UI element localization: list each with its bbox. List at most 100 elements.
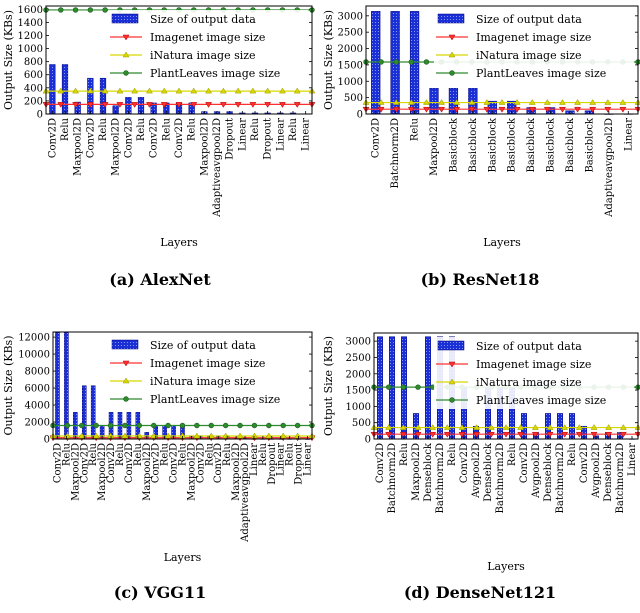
reference-line-marker (604, 99, 612, 105)
reference-line-marker (190, 102, 198, 108)
reference-line-marker (378, 59, 384, 65)
reference-line-marker (237, 422, 243, 429)
legend-marker (449, 397, 455, 403)
y-axis-label: Output Size (KBs) (2, 10, 15, 110)
y-tick-label: 0 (37, 110, 43, 121)
legend-marker (123, 70, 129, 76)
reference-line-marker (279, 87, 286, 94)
x-tick-label: Adaptiveavgpool2D (212, 118, 223, 218)
y-tick-label: 400 (24, 83, 43, 94)
reference-line-marker (175, 87, 183, 94)
x-tick-label: Basicblock (468, 117, 479, 172)
x-tick-label: Relu (115, 442, 126, 466)
x-tick-label: Denseblock (543, 442, 554, 502)
x-tick-label: Linear (275, 118, 286, 151)
legend-item: PlantLeaves image size (436, 394, 606, 407)
y-tick-label: 2500 (346, 353, 371, 364)
reference-line-marker (590, 431, 598, 438)
y-tick-label: 0 (365, 435, 371, 446)
y-tick-label: 1600 (18, 5, 43, 16)
x-tick-label: Denseblock (603, 442, 614, 502)
legend-item: Imagenet image size (436, 31, 591, 44)
bar (90, 385, 96, 440)
reference-line-marker (265, 432, 273, 439)
x-tick-label: Conv2D (375, 443, 386, 483)
reference-line-marker (72, 7, 79, 13)
reference-line-marker (264, 87, 272, 94)
bar (569, 413, 575, 440)
y-tick-label: 3000 (338, 11, 363, 22)
x-tick-label: Relu (447, 442, 458, 466)
reference-line-marker (473, 424, 481, 430)
x-tick-label: Dropout (267, 443, 278, 485)
reference-line-marker (414, 424, 422, 430)
y-tick-label: 10000 (18, 350, 50, 361)
reference-line-marker (92, 432, 100, 439)
reference-line-plantleaves (50, 422, 315, 429)
x-tick-label: Denseblock (423, 442, 434, 502)
reference-line-marker (487, 431, 495, 438)
legend-swatch (111, 339, 139, 350)
x-tick-label: Conv2D (213, 443, 224, 483)
x-tick-label: Maxpool2D (199, 118, 210, 176)
reference-line-marker (399, 424, 407, 430)
x-tick-label: Maxpool2D (429, 118, 440, 176)
reference-line-marker (423, 59, 430, 65)
legend-marker (122, 51, 130, 58)
reference-line-marker (293, 102, 301, 108)
x-tick-label: Relu (258, 442, 269, 466)
reference-line-marker (377, 106, 385, 113)
reference-line-marker (164, 432, 172, 439)
reference-line-marker (531, 424, 539, 430)
reference-line-marker (264, 102, 272, 108)
reference-line-marker (160, 87, 168, 94)
reference-line-marker (165, 422, 171, 429)
y-tick-label: 0 (44, 435, 50, 446)
x-tick-label: Basicblock (546, 117, 557, 172)
reference-line-marker (575, 431, 583, 438)
reference-line-marker (408, 59, 415, 65)
x-tick-label: Basicblock (507, 117, 518, 172)
reference-line-marker (179, 422, 186, 429)
x-tick-label: Avgpool2D (591, 443, 602, 499)
reference-line-marker (619, 424, 627, 430)
reference-line-marker (131, 102, 139, 108)
reference-line-marker (279, 102, 286, 108)
reference-line-marker (453, 106, 461, 113)
x-tick-label: Conv2D (459, 443, 470, 483)
x-tick-label: Batchnorm2D (555, 443, 566, 513)
reference-line-inatura (370, 424, 640, 430)
reference-line-marker (249, 87, 257, 94)
reference-line-imagenet (42, 102, 316, 108)
reference-line-marker (280, 422, 286, 429)
reference-line-marker (487, 424, 495, 430)
x-tick-label: Batchnorm2D (390, 118, 401, 188)
y-tick-label: 600 (24, 70, 43, 81)
resnet18-caption: (b) ResNet18 (420, 270, 540, 289)
x-tick-label: Conv2D (174, 118, 185, 158)
y-tick-label: 500 (352, 418, 371, 429)
reference-line-marker (377, 99, 385, 105)
x-tick-label: Linear (623, 118, 634, 151)
x-tick-label: Conv2D (79, 443, 90, 483)
y-tick-label: 8000 (25, 367, 50, 378)
legend-item: iNatura image size (436, 376, 582, 389)
x-axis-label: Layers (487, 560, 525, 573)
y-tick-label: 1000 (338, 77, 363, 88)
reference-line-marker (160, 102, 168, 108)
x-tick-label: Relu (161, 117, 172, 141)
y-tick-label: 200 (24, 96, 43, 107)
legend: Size of output data Imagenet image size iN… (434, 10, 634, 82)
x-tick-label: Batchnorm2D (435, 443, 446, 513)
densenet121-chart-panel: 0 500 1000 1500 2000 2500 3000 Conv2D Batchnorm2… (320, 308, 640, 613)
legend-label: PlantLeaves image size (150, 67, 280, 80)
y-tick-label: 0 (357, 110, 363, 121)
legend-marker (448, 34, 456, 41)
legend-label: Size of output data (476, 340, 582, 353)
reference-line-marker (513, 106, 521, 113)
y-tick-label: 800 (24, 57, 43, 68)
legend-item: Imagenet image size (110, 357, 265, 370)
reference-line-marker (399, 431, 407, 438)
legend-item: Imagenet image size (110, 31, 265, 44)
x-axis-label: Layers (483, 236, 521, 249)
